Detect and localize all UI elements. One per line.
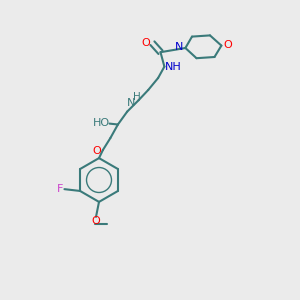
Text: O: O (223, 40, 232, 50)
Text: O: O (91, 216, 100, 226)
Text: H: H (133, 92, 141, 102)
Text: NH: NH (165, 62, 182, 72)
Text: O: O (92, 146, 101, 156)
Text: HO: HO (93, 118, 110, 128)
Text: N: N (175, 42, 183, 52)
Text: F: F (56, 184, 63, 194)
Text: N: N (127, 98, 135, 108)
Text: O: O (141, 38, 150, 48)
